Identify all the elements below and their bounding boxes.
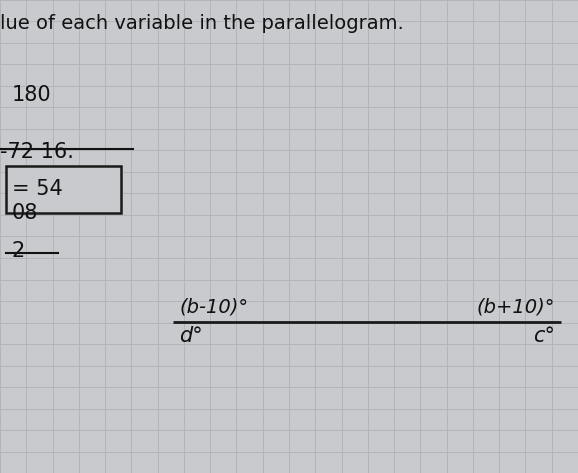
Text: (b+10)°: (b+10)°	[476, 298, 555, 317]
FancyBboxPatch shape	[6, 166, 121, 213]
Text: c°: c°	[533, 326, 555, 346]
Text: = 54: = 54	[12, 179, 62, 199]
Text: -72 16.: -72 16.	[0, 142, 74, 162]
Text: 08: 08	[12, 203, 38, 223]
Text: (b-10)°: (b-10)°	[179, 298, 249, 317]
Text: 2: 2	[12, 241, 25, 261]
Text: 180: 180	[12, 85, 51, 105]
Text: d°: d°	[179, 326, 203, 346]
Text: lue of each variable in the parallelogram.: lue of each variable in the parallelogra…	[0, 14, 404, 33]
